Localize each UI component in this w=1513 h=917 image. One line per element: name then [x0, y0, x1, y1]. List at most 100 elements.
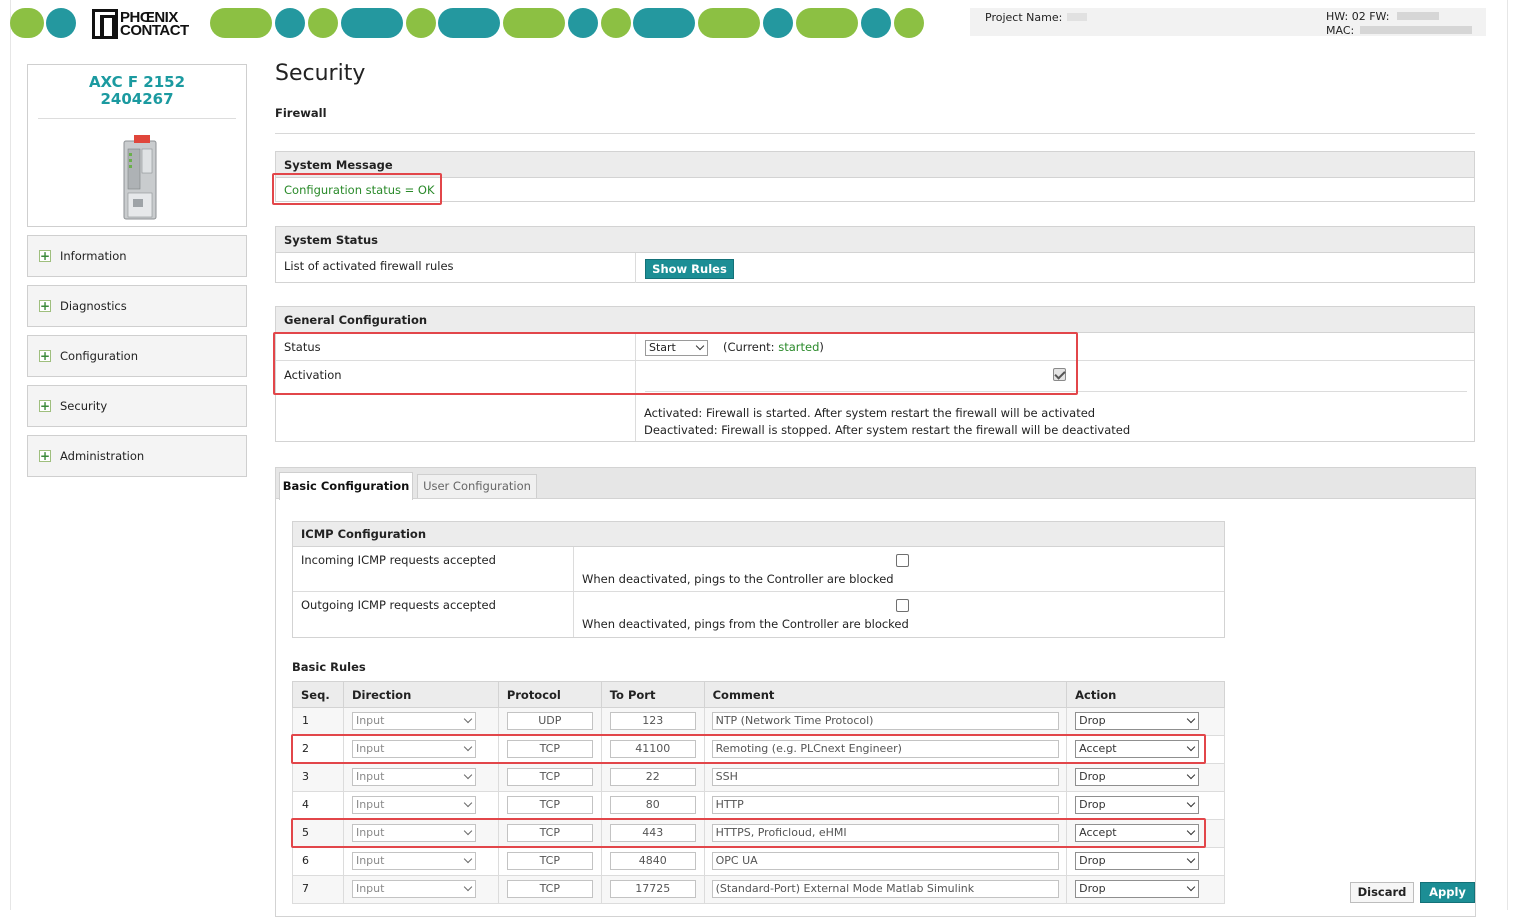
action-select[interactable]: Drop	[1075, 768, 1200, 786]
chevron-down-icon	[1186, 742, 1196, 752]
column-divider	[573, 547, 574, 591]
action-select[interactable]: Drop	[1075, 852, 1200, 870]
column-header: Seq.	[292, 681, 344, 708]
comment-field[interactable]: NTP (Network Time Protocol)	[711, 712, 1059, 730]
direction-select[interactable]: Input	[351, 712, 476, 730]
apply-button[interactable]: Apply	[1420, 882, 1475, 903]
mac-address-redacted	[1360, 26, 1472, 34]
device-info-box: AXC F 2152 2404267	[27, 64, 247, 227]
direction-select[interactable]: Input	[351, 824, 476, 842]
seq-cell: 6	[292, 847, 344, 876]
protocol-cell: TCP	[497, 875, 602, 904]
protocol-field[interactable]: TCP	[506, 824, 593, 842]
protocol-field[interactable]: TCP	[506, 768, 593, 786]
comment-field[interactable]: OPC UA	[711, 852, 1059, 870]
status-select-value: Start	[649, 341, 676, 354]
status-label: Status	[284, 340, 321, 354]
protocol-field[interactable]: TCP	[506, 796, 593, 814]
chevron-down-icon	[1186, 854, 1196, 864]
header-decoration	[894, 8, 924, 38]
logo-icon	[92, 9, 118, 39]
comment-field[interactable]: HTTP	[711, 796, 1059, 814]
basic-rules-title: Basic Rules	[292, 660, 366, 674]
chevron-down-icon	[1186, 798, 1196, 808]
direction-cell: Input	[342, 791, 499, 820]
action-cell: Drop	[1066, 763, 1225, 792]
panel-heading: ICMP Configuration	[293, 522, 1224, 547]
activation-checkbox[interactable]	[1053, 368, 1066, 381]
discard-button[interactable]: Discard	[1350, 882, 1414, 903]
chevron-down-icon	[1186, 826, 1196, 836]
action-value: Accept	[1079, 826, 1117, 839]
icmp-configuration-panel: ICMP Configuration Incoming ICMP request…	[292, 521, 1225, 638]
comment-field[interactable]: (Standard-Port) External Mode Matlab Sim…	[711, 880, 1059, 898]
sidebar-item-label: Administration	[60, 449, 145, 463]
action-select[interactable]: Drop	[1075, 880, 1200, 898]
sidebar-item-administration[interactable]: + Administration	[27, 435, 247, 477]
action-value: Drop	[1079, 770, 1106, 783]
sidebar-item-label: Diagnostics	[60, 299, 127, 313]
port-field[interactable]: 22	[609, 768, 696, 786]
mac-label: MAC:	[1326, 24, 1355, 37]
action-select[interactable]: Accept	[1075, 740, 1200, 758]
incoming-icmp-checkbox[interactable]	[896, 554, 909, 567]
header-decoration	[406, 8, 436, 38]
protocol-cell: TCP	[497, 847, 602, 876]
tab-user-configuration[interactable]: User Configuration	[417, 474, 537, 498]
port-cell: 80	[600, 791, 705, 820]
action-select[interactable]: Accept	[1075, 824, 1200, 842]
outgoing-icmp-row: Outgoing ICMP requests accepted When dea…	[293, 592, 1224, 637]
outgoing-icmp-hint: When deactivated, pings from the Control…	[582, 617, 909, 631]
port-field[interactable]: 443	[609, 824, 696, 842]
port-field[interactable]: 80	[609, 796, 696, 814]
column-header: To Port	[600, 681, 705, 708]
action-select[interactable]: Drop	[1075, 796, 1200, 814]
notes-divider	[645, 391, 1467, 392]
action-select[interactable]: Drop	[1075, 712, 1200, 730]
status-select[interactable]: Start	[645, 340, 708, 356]
comment-field[interactable]: HTTPS, Proficloud, eHMI	[711, 824, 1059, 842]
direction-select[interactable]: Input	[351, 880, 476, 898]
port-field[interactable]: 123	[609, 712, 696, 730]
note-deactivated: Deactivated: Firewall is stopped. After …	[644, 423, 1131, 437]
system-message-panel: System Message Configuration status = OK	[275, 151, 1475, 202]
column-header: Comment	[703, 681, 1068, 708]
direction-select[interactable]: Input	[351, 768, 476, 786]
protocol-field[interactable]: TCP	[506, 880, 593, 898]
outgoing-icmp-checkbox[interactable]	[896, 599, 909, 612]
seq-cell: 7	[292, 875, 344, 904]
sidebar-item-label: Configuration	[60, 349, 138, 363]
direction-select[interactable]: Input	[351, 740, 476, 758]
direction-value: Input	[355, 714, 385, 727]
protocol-field[interactable]: TCP	[506, 852, 593, 870]
device-order-number: 2404267	[100, 90, 174, 108]
port-cell: 4840	[600, 847, 705, 876]
protocol-field[interactable]: UDP	[506, 712, 593, 730]
sidebar-item-configuration[interactable]: + Configuration	[27, 335, 247, 377]
column-divider	[573, 592, 574, 637]
port-field[interactable]: 4840	[609, 852, 696, 870]
direction-select[interactable]: Input	[351, 852, 476, 870]
header-decoration	[341, 8, 403, 38]
tab-basic-configuration[interactable]: Basic Configuration	[279, 472, 413, 500]
title-divider	[275, 133, 1475, 134]
hw-fw-label: HW: 02 FW:	[1326, 10, 1390, 23]
column-header: Action	[1066, 681, 1225, 708]
direction-select[interactable]: Input	[351, 796, 476, 814]
comment-field[interactable]: SSH	[711, 768, 1059, 786]
sidebar-item-diagnostics[interactable]: + Diagnostics	[27, 285, 247, 327]
direction-value: Input	[355, 798, 385, 811]
protocol-field[interactable]: TCP	[506, 740, 593, 758]
show-rules-button[interactable]: Show Rules	[645, 259, 734, 279]
panel-heading: General Configuration	[276, 307, 1474, 333]
sidebar-item-information[interactable]: + Information	[27, 235, 247, 277]
seq-value: 2	[302, 742, 309, 755]
seq-value: 6	[302, 854, 309, 867]
protocol-cell: UDP	[497, 707, 602, 736]
sidebar-item-security[interactable]: + Security	[27, 385, 247, 427]
header-decoration	[503, 8, 565, 38]
port-field[interactable]: 41100	[609, 740, 696, 758]
port-field[interactable]: 17725	[609, 880, 696, 898]
current-status-prefix: (Current:	[723, 340, 775, 354]
comment-field[interactable]: Remoting (e.g. PLCnext Engineer)	[711, 740, 1059, 758]
